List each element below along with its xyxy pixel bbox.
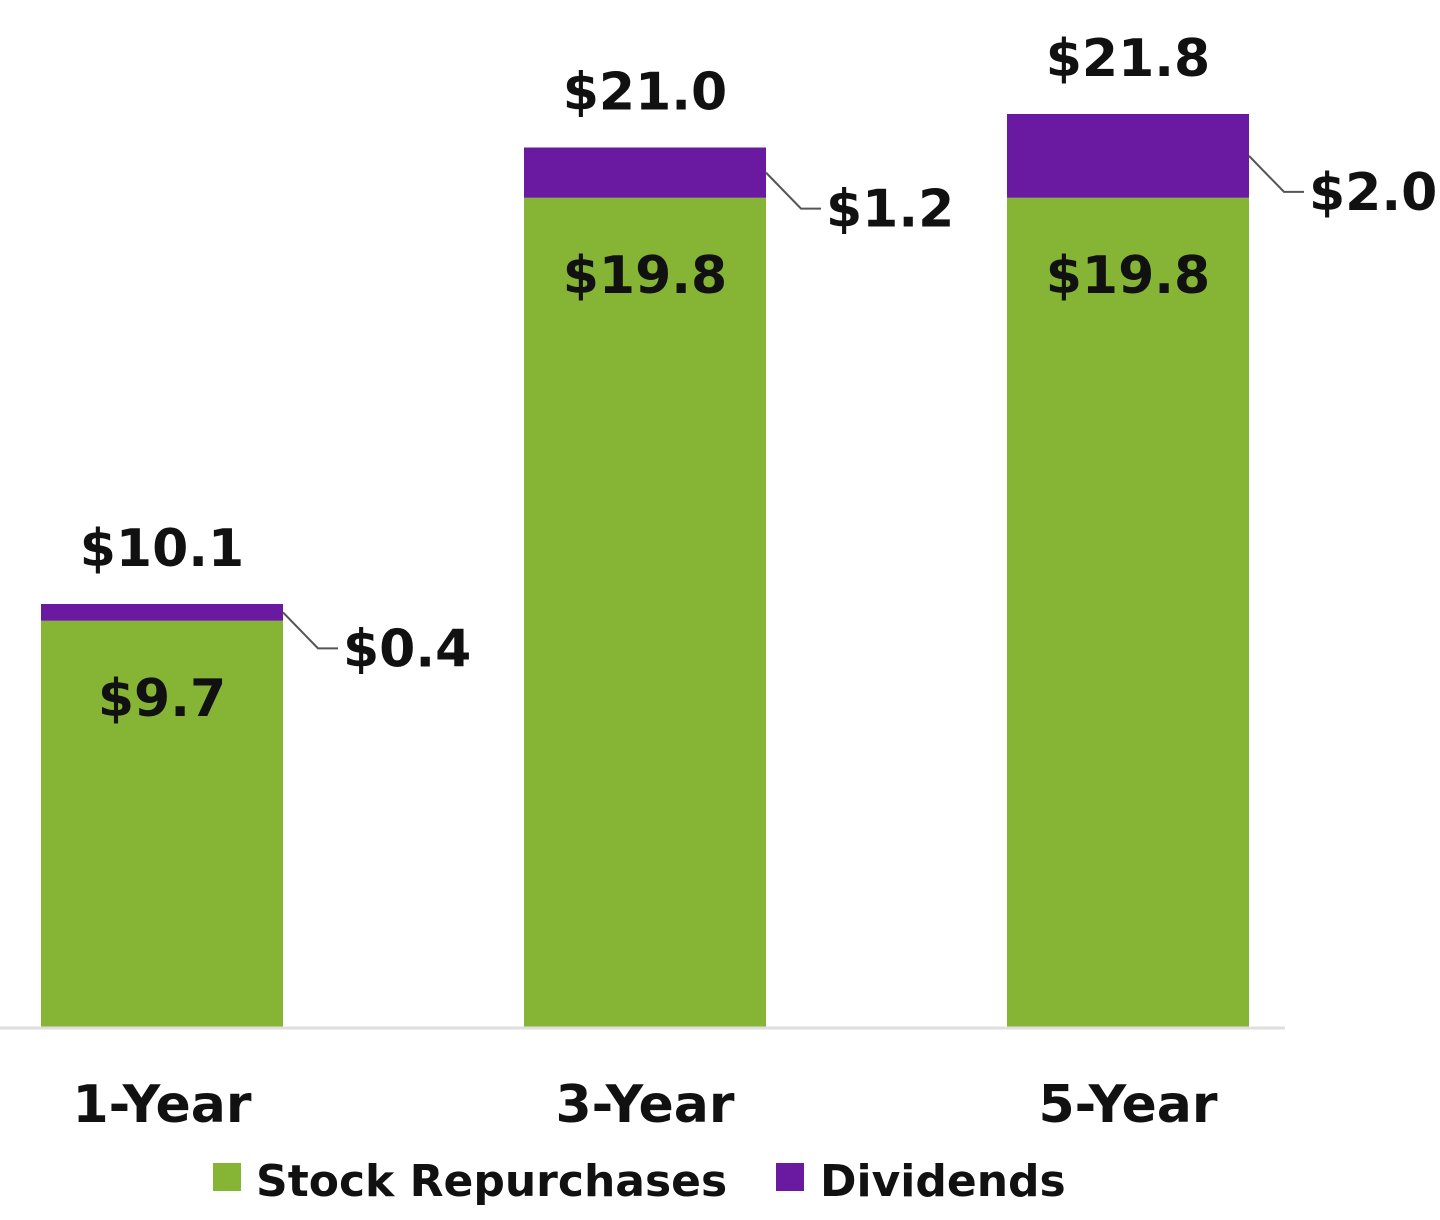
data-label-dividends: $0.4: [343, 619, 471, 679]
data-label-total: $21.0: [563, 63, 727, 123]
bar-dividends: [41, 604, 283, 621]
data-label-total: $10.1: [80, 519, 244, 579]
data-label-stock-repurchases: $19.8: [1046, 246, 1210, 306]
x-tick-label: 3-Year: [555, 1075, 734, 1135]
leader-line-dividends: [282, 611, 338, 650]
legend-swatch-stock-repurchases: [213, 1163, 241, 1191]
leader-line-dividends: [1248, 155, 1304, 193]
bar-dividends: [1007, 114, 1249, 198]
data-label-dividends: $2.0: [1309, 163, 1437, 223]
legend-swatch-dividends: [776, 1163, 804, 1191]
data-label-total: $21.8: [1046, 29, 1210, 89]
x-tick-label: 5-Year: [1038, 1075, 1217, 1135]
legend-label-dividends: Dividends: [820, 1156, 1066, 1207]
data-label-stock-repurchases: $19.8: [563, 246, 727, 306]
legend-label-stock-repurchases: Stock Repurchases: [256, 1156, 727, 1207]
data-label-stock-repurchases: $9.7: [98, 669, 226, 729]
data-label-dividends: $1.2: [826, 180, 954, 240]
bar-stock-repurchases: [524, 197, 766, 1027]
x-tick-label: 1-Year: [72, 1075, 251, 1135]
bar-dividends: [524, 147, 766, 198]
leader-line-dividends: [765, 171, 821, 210]
bar-stock-repurchases: [41, 620, 283, 1027]
bar-stock-repurchases: [1007, 197, 1249, 1027]
